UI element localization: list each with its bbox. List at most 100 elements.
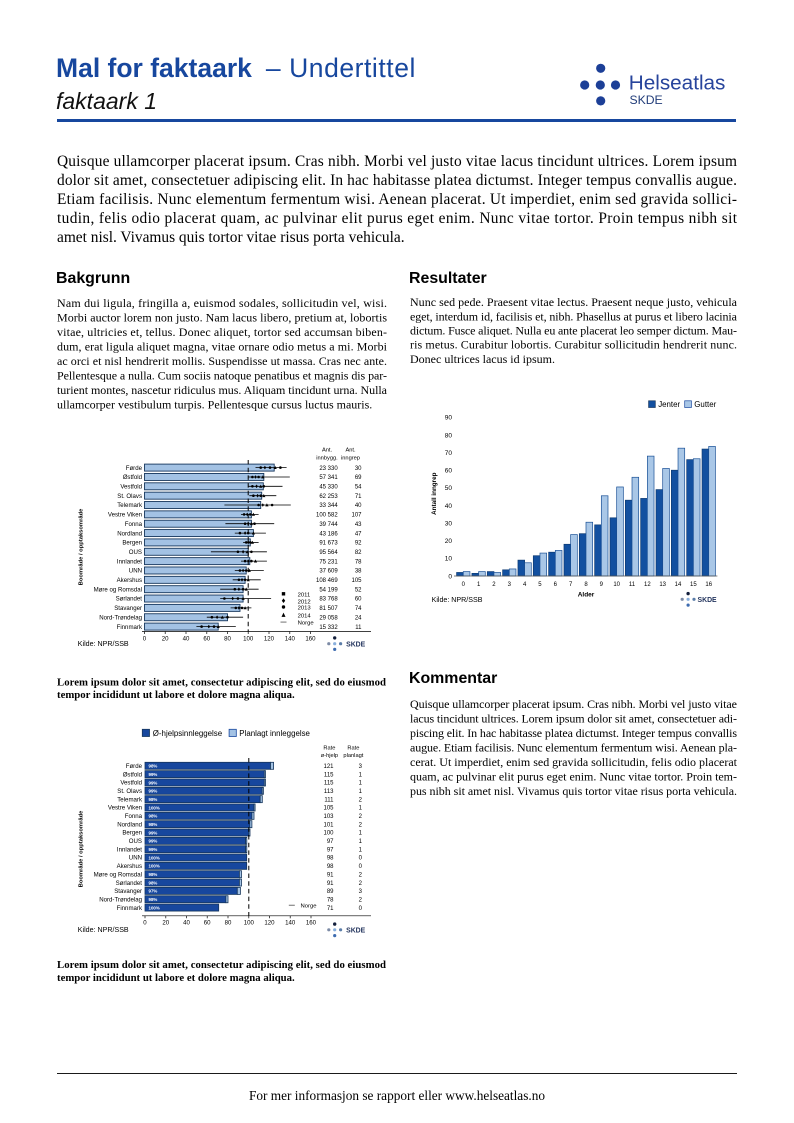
svg-text:Stavanger: Stavanger — [114, 888, 142, 895]
svg-text:Bergen: Bergen — [122, 540, 142, 547]
svg-text:107: 107 — [351, 513, 362, 519]
svg-text:4: 4 — [523, 582, 527, 588]
svg-text:99%: 99% — [149, 830, 158, 835]
svg-text:quam, ac pulvinar elit purus e: quam, ac pulvinar elit purus eget enim. … — [410, 770, 737, 784]
svg-text:Sørlandet: Sørlandet — [116, 880, 143, 887]
svg-text:70: 70 — [445, 450, 453, 457]
svg-text:16: 16 — [705, 582, 712, 588]
svg-text:ø-hjelp: ø-hjelp — [321, 753, 338, 759]
svg-text:14: 14 — [675, 582, 682, 588]
svg-text:Ø-hjelpsinnleggelse: Ø-hjelpsinnleggelse — [153, 729, 223, 738]
svg-text:Nordland: Nordland — [117, 530, 142, 537]
svg-text:2: 2 — [359, 822, 363, 828]
svg-text:Stavanger: Stavanger — [114, 605, 142, 612]
svg-text:105: 105 — [351, 578, 362, 584]
svg-text:24: 24 — [355, 615, 362, 621]
svg-text:Ant.: Ant. — [322, 448, 333, 454]
svg-text:1: 1 — [359, 831, 363, 837]
svg-text:15: 15 — [690, 582, 697, 588]
svg-text:2012: 2012 — [298, 599, 311, 605]
svg-text:80: 80 — [445, 432, 453, 439]
svg-text:SKDE: SKDE — [346, 641, 366, 648]
svg-text:75 231: 75 231 — [319, 559, 338, 565]
svg-text:dum, erat ligula aliquet magna: dum, erat ligula aliquet magna, vitae or… — [57, 340, 387, 354]
svg-text:amet nisl. Vivamus quis tortor: amet nisl. Vivamus quis tortor vitae ris… — [57, 229, 405, 246]
svg-text:Nordland: Nordland — [117, 821, 142, 828]
svg-text:inngrep: inngrep — [341, 455, 360, 461]
svg-text:Planlagt innleggelse: Planlagt innleggelse — [239, 729, 310, 738]
svg-text:30: 30 — [355, 466, 362, 472]
svg-text:43: 43 — [355, 522, 362, 528]
svg-text:99%: 99% — [149, 839, 158, 844]
svg-text:Innlandet: Innlandet — [117, 558, 142, 565]
svg-text:71: 71 — [327, 906, 334, 912]
svg-text:turient montes, nascetur ridic: turient montes, nascetur ridiculus mus. … — [57, 383, 387, 397]
svg-text:UNN: UNN — [129, 855, 142, 862]
svg-text:113: 113 — [324, 789, 334, 795]
svg-text:20: 20 — [162, 635, 169, 642]
svg-text:115: 115 — [324, 781, 334, 787]
svg-text:62 253: 62 253 — [319, 494, 338, 500]
svg-text:ac orci et nisl hendrerit moll: ac orci et nisl hendrerit mollis. Suspen… — [57, 354, 387, 368]
svg-text:Førde: Førde — [126, 465, 143, 472]
svg-text:0: 0 — [359, 864, 363, 870]
svg-text:38: 38 — [355, 569, 362, 575]
svg-text:98%: 98% — [149, 822, 158, 827]
svg-text:Nam dui ligula, fringilla a, e: Nam dui ligula, fringilla a, euismod sod… — [57, 296, 387, 310]
svg-text:Vestfold: Vestfold — [120, 780, 142, 787]
svg-text:St. Olavs: St. Olavs — [117, 788, 142, 795]
svg-text:ullamcorper vestibulum turpis.: ullamcorper vestibulum turpis. Pellentes… — [57, 398, 372, 412]
svg-text:80: 80 — [224, 635, 231, 642]
svg-text:98: 98 — [327, 864, 334, 870]
svg-text:40: 40 — [355, 503, 362, 509]
svg-text:Kilde: NPR/SSB: Kilde: NPR/SSB — [78, 640, 129, 648]
svg-text:78: 78 — [355, 559, 362, 565]
svg-text:6: 6 — [554, 582, 558, 588]
svg-text:140: 140 — [285, 635, 296, 642]
svg-text:11: 11 — [355, 625, 362, 631]
svg-text:120: 120 — [264, 635, 275, 642]
svg-text:99%: 99% — [149, 780, 158, 785]
svg-text:Ant.: Ant. — [345, 448, 356, 454]
svg-text:7: 7 — [569, 582, 573, 588]
svg-text:39 744: 39 744 — [319, 522, 338, 528]
svg-text:40: 40 — [183, 635, 190, 642]
svg-text:Fonna: Fonna — [125, 521, 143, 528]
svg-text:20: 20 — [162, 920, 169, 927]
svg-text:83 768: 83 768 — [319, 597, 338, 603]
svg-text:Norge: Norge — [298, 621, 315, 627]
svg-text:2: 2 — [359, 897, 363, 903]
svg-text:Akershus: Akershus — [117, 577, 142, 584]
svg-text:Vestre Viken: Vestre Viken — [108, 512, 142, 519]
svg-text:Lorem ipsum dolor sit amet, co: Lorem ipsum dolor sit amet, consectetur … — [57, 959, 386, 971]
svg-text:1: 1 — [359, 781, 363, 787]
svg-text:43 186: 43 186 — [319, 531, 338, 537]
svg-text:0: 0 — [448, 573, 452, 580]
svg-text:Donec ultrices lacus id ipsum.: Donec ultrices lacus id ipsum. — [410, 352, 555, 366]
svg-text:Boområde / opptaksområde: Boområde / opptaksområde — [78, 810, 85, 887]
svg-text:cerat. Ut imperdiet, enim sed: cerat. Ut imperdiet, enim sed gravida so… — [410, 755, 737, 769]
svg-text:120: 120 — [264, 920, 275, 927]
svg-text:tudin, felis odio placerat qua: tudin, felis odio placerat quam, ac pulv… — [57, 210, 737, 227]
svg-text:2013: 2013 — [298, 606, 312, 612]
svg-text:2: 2 — [359, 881, 363, 887]
svg-text:SKDE: SKDE — [698, 597, 718, 604]
svg-text:Rate: Rate — [323, 745, 335, 751]
svg-text:97%: 97% — [149, 889, 158, 894]
svg-text:3: 3 — [508, 582, 512, 588]
svg-text:103: 103 — [323, 814, 334, 820]
svg-text:100%: 100% — [149, 905, 160, 910]
svg-text:121: 121 — [323, 764, 334, 770]
svg-text:3: 3 — [359, 764, 363, 770]
svg-text:5: 5 — [538, 582, 542, 588]
svg-text:Sørlandet: Sørlandet — [116, 596, 143, 603]
svg-text:2011: 2011 — [298, 592, 311, 598]
svg-text:St. Olavs: St. Olavs — [117, 493, 142, 500]
svg-text:Rate: Rate — [347, 745, 359, 751]
svg-text:160: 160 — [306, 920, 317, 927]
svg-text:1: 1 — [359, 839, 363, 845]
svg-text:Innlandet: Innlandet — [117, 846, 142, 853]
svg-text:37 609: 37 609 — [319, 569, 338, 575]
svg-text:Gutter: Gutter — [694, 400, 716, 409]
svg-text:Etiam facilisis. Nunc elementu: Etiam facilisis. Nunc elementum fermentu… — [57, 191, 737, 208]
